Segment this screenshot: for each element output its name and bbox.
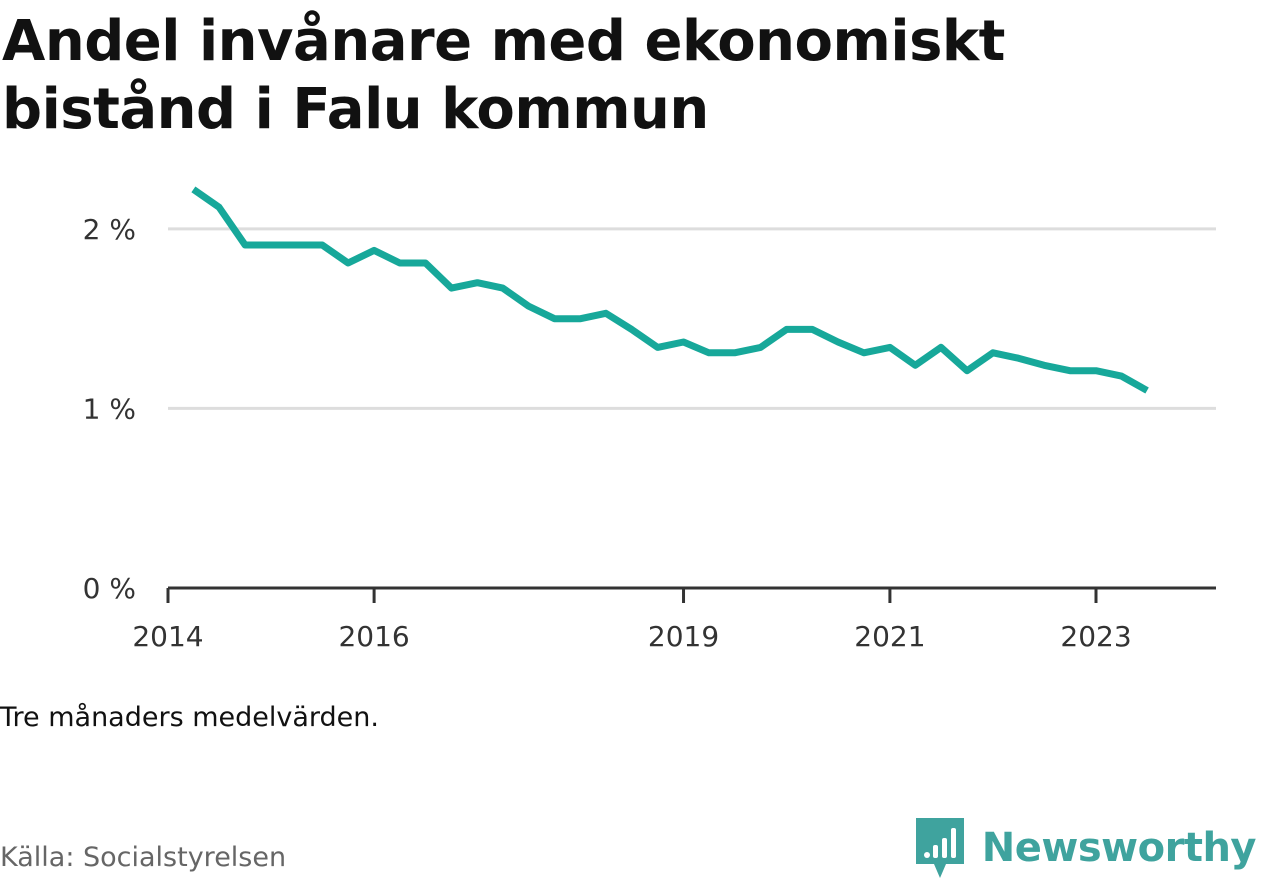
series-line [191,186,1149,394]
y-axis-labels: 0 % 1 % 2 % [83,213,136,605]
source-label: Källa: Socialstyrelsen [0,842,287,873]
x-tick-label: 2014 [132,620,203,653]
y-tick-label: 0 % [83,572,136,605]
grid-lines [168,227,1216,410]
x-axis [166,586,1216,603]
x-axis-labels: 2014 2016 2019 2021 2023 [132,620,1131,653]
y-tick-label: 2 % [83,213,136,246]
brand-logo[interactable]: Newsworthy [915,818,1257,878]
brand-name: Newsworthy [981,825,1257,871]
chart-title: Andel invånare med ekonomiskt bistånd i … [2,9,1005,142]
x-tick-label: 2019 [648,620,719,653]
x-tick-label: 2021 [854,620,925,653]
series-layer [191,186,1149,394]
chart-note: Tre månaders medelvärden. [0,702,379,733]
x-tick-label: 2016 [338,620,409,653]
newsworthy-logo-icon [915,818,964,878]
y-tick-label: 1 % [83,392,136,425]
x-tick-label: 2023 [1060,620,1131,653]
